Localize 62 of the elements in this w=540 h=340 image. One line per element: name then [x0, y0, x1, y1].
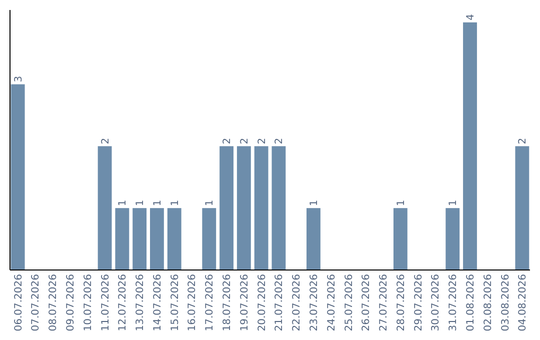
data-label: 2 — [518, 138, 529, 144]
data-label: 1 — [396, 200, 407, 206]
x-tick-label: 06.07.2026 — [13, 274, 24, 332]
data-label: 1 — [204, 200, 216, 206]
data-label: 1 — [448, 200, 460, 206]
bar — [202, 208, 216, 270]
x-tick-label: 12.07.2026 — [118, 274, 129, 332]
x-tick-label: 10.07.2026 — [82, 274, 94, 332]
bar — [98, 146, 112, 270]
x-tick-label: 18.07.2026 — [222, 274, 234, 332]
x-tick-label: 02.08.2026 — [482, 274, 494, 332]
x-tick-label: 16.07.2026 — [187, 274, 198, 332]
data-label: 2 — [239, 138, 250, 144]
bar — [254, 146, 268, 270]
x-tick-label: 26.07.2026 — [361, 274, 372, 332]
x-tick-label: 22.07.2026 — [292, 274, 303, 332]
bar — [446, 208, 460, 270]
bar — [515, 146, 530, 270]
data-label: 2 — [100, 138, 112, 144]
data-label: 1 — [170, 200, 181, 206]
x-tick-label: 25.07.2026 — [344, 274, 355, 332]
x-tick-label: 17.07.2026 — [204, 274, 216, 332]
x-tick-label: 15.07.2026 — [170, 274, 181, 332]
bar — [115, 208, 130, 270]
data-label: 2 — [274, 138, 286, 144]
data-label: 4 — [466, 14, 476, 20]
bar — [236, 146, 251, 270]
data-label: 1 — [135, 200, 146, 206]
x-tick-label: 13.07.2026 — [135, 274, 146, 332]
x-tick-label: 24.07.2026 — [326, 274, 338, 332]
x-tick-label: 14.07.2026 — [152, 274, 164, 332]
bar — [272, 146, 286, 270]
x-tick-label: 09.07.2026 — [66, 274, 76, 332]
bar — [132, 208, 147, 270]
x-tick-label: 11.07.2026 — [100, 274, 112, 332]
data-label: 1 — [118, 200, 129, 206]
x-tick-label: 28.07.2026 — [396, 274, 407, 332]
data-label: 2 — [222, 138, 234, 144]
x-tick-label: 08.07.2026 — [48, 274, 60, 332]
bar — [463, 22, 477, 270]
x-tick-label: 31.07.2026 — [448, 274, 460, 332]
bar — [306, 208, 320, 270]
data-label: 1 — [152, 200, 164, 206]
x-tick-label: 29.07.2026 — [413, 274, 424, 332]
x-tick-label: 23.07.2026 — [308, 274, 320, 332]
x-tick-label: 01.08.2026 — [466, 274, 476, 332]
data-label: 2 — [256, 138, 268, 144]
x-tick-label: 30.07.2026 — [430, 274, 442, 332]
bar — [150, 208, 164, 270]
data-label: 1 — [308, 200, 320, 206]
bar — [10, 84, 25, 270]
bar — [393, 208, 408, 270]
x-tick-label: 20.07.2026 — [256, 274, 268, 332]
x-tick-label: 21.07.2026 — [274, 274, 286, 332]
bar — [167, 208, 182, 270]
x-tick-label: 03.08.2026 — [500, 274, 512, 332]
x-tick-label: 19.07.2026 — [239, 274, 250, 332]
x-tick-label: 04.08.2026 — [518, 274, 529, 332]
x-tick-label: 27.07.2026 — [378, 274, 390, 332]
x-tick-label: 07.07.2026 — [30, 274, 42, 332]
bar — [220, 146, 234, 270]
data-label: 3 — [13, 76, 24, 82]
